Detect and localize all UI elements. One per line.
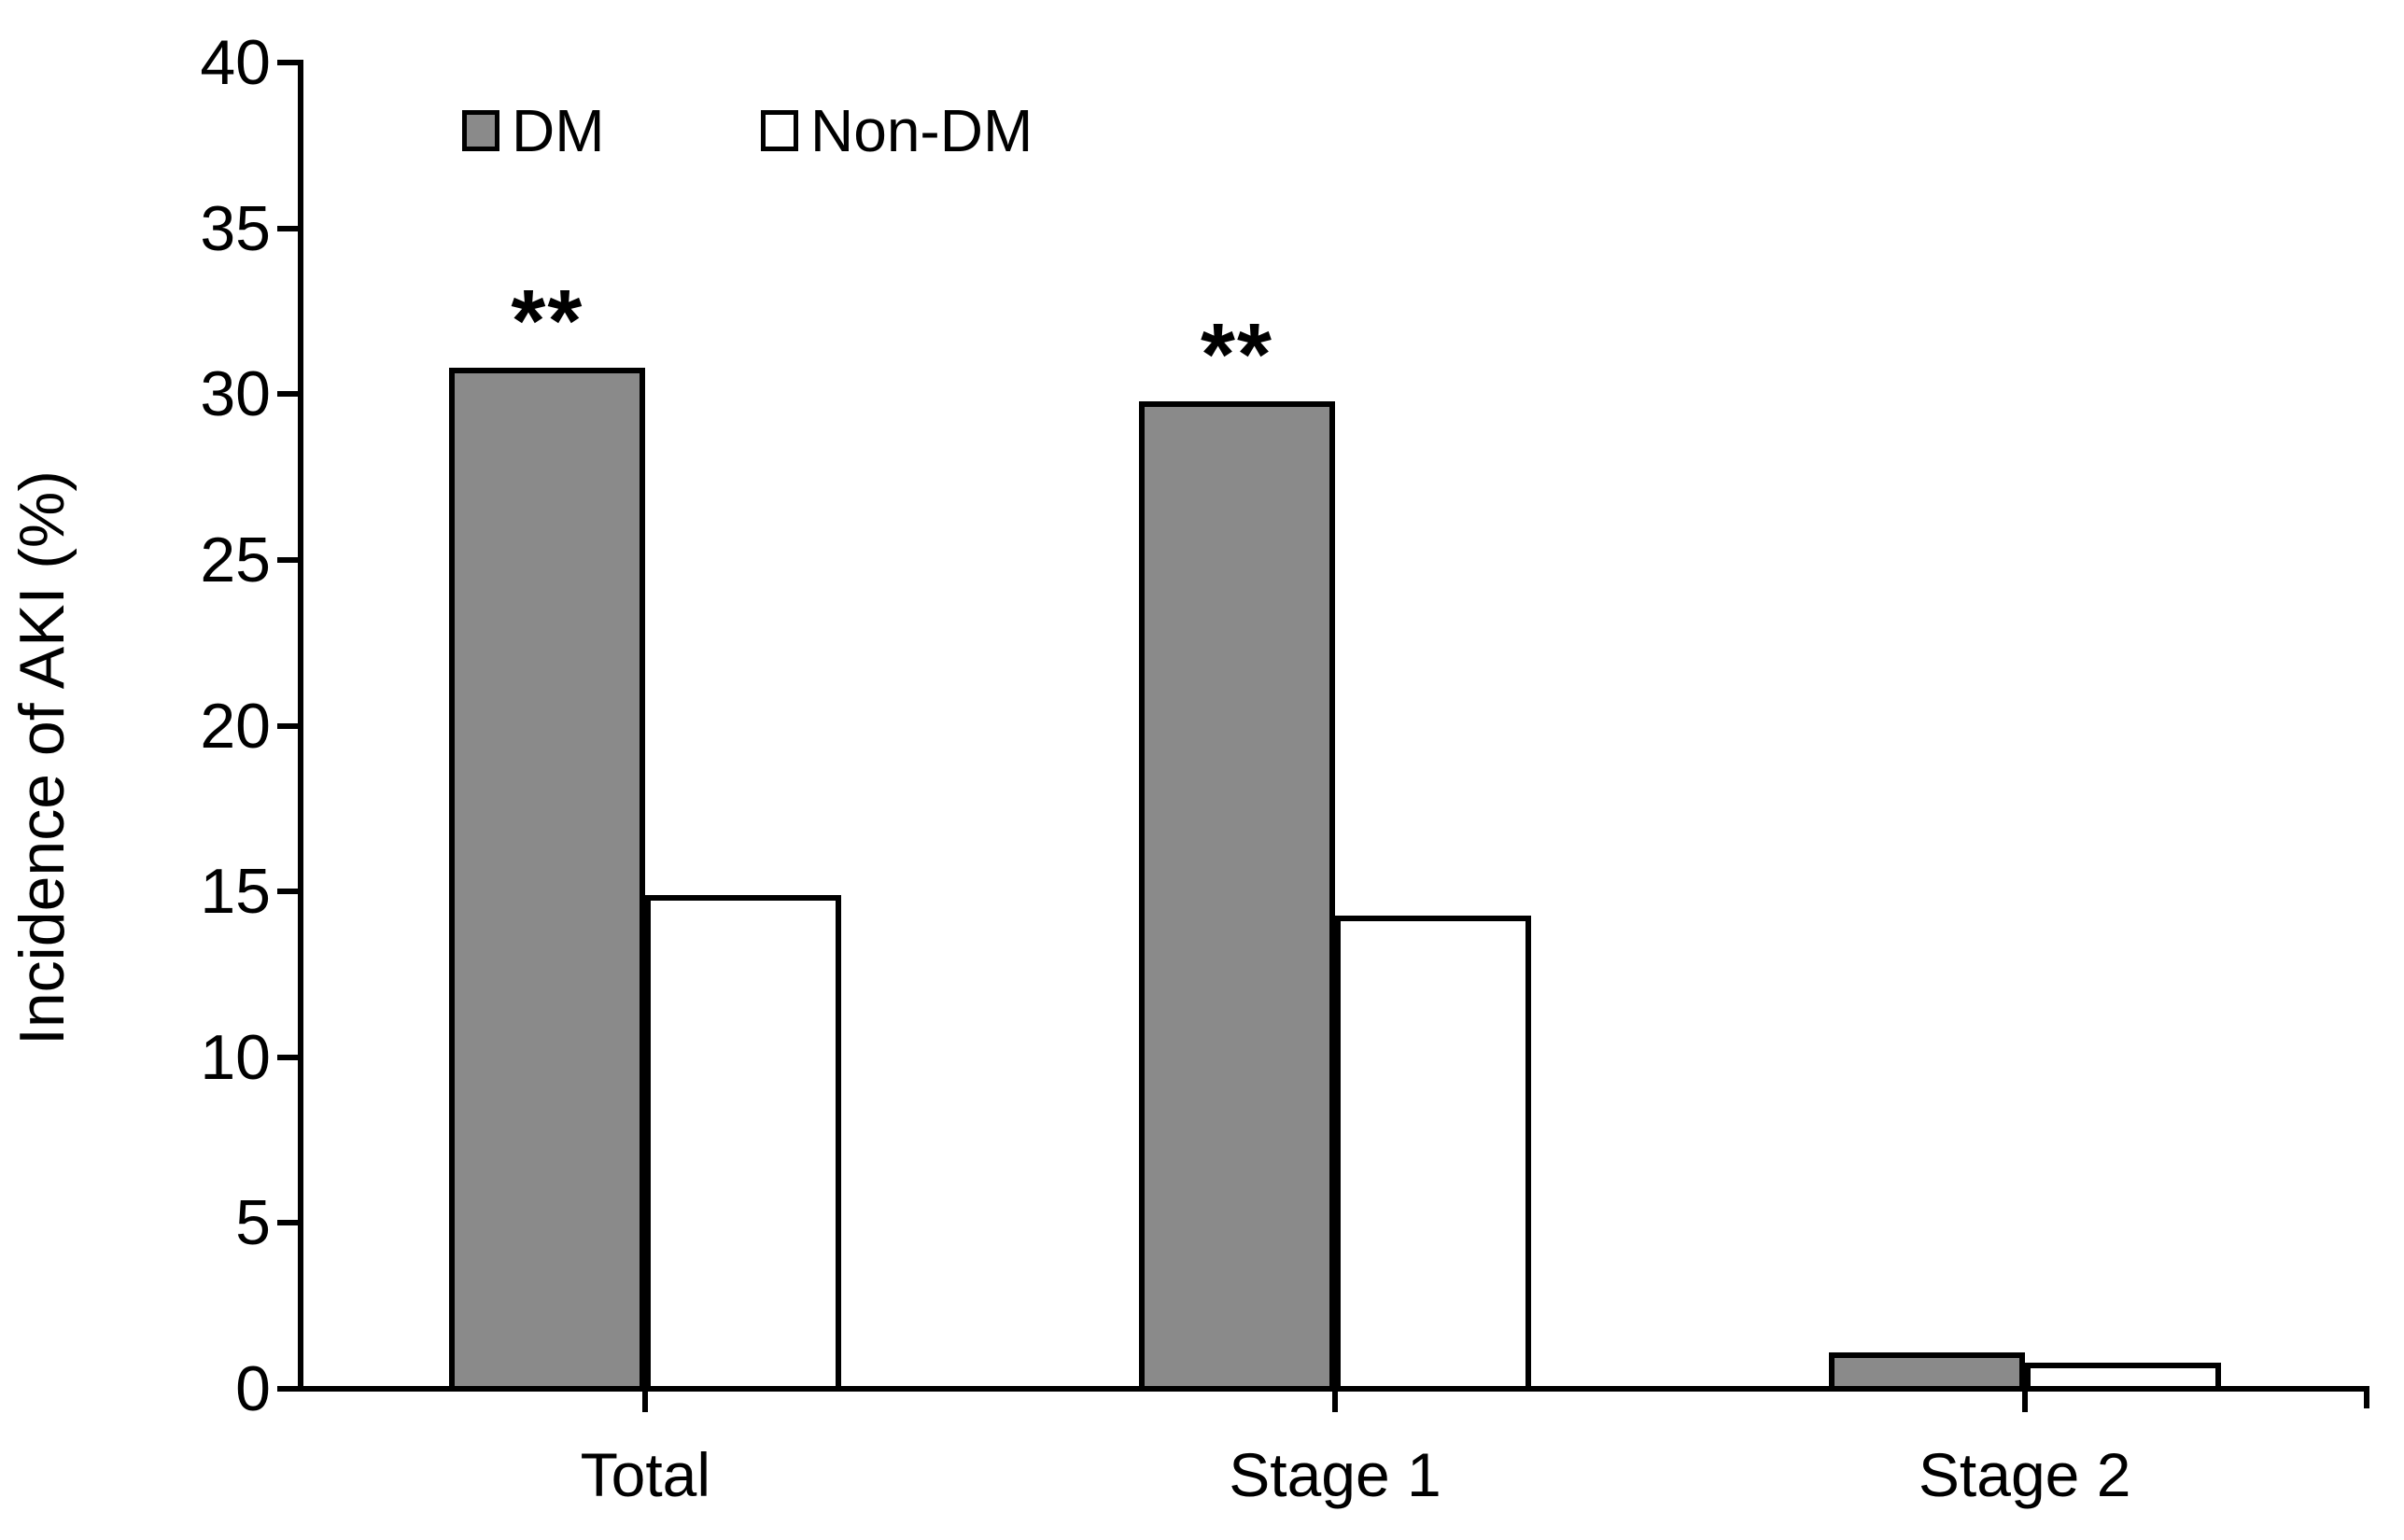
legend-label: DM <box>512 97 605 164</box>
significance-marker: ** <box>1201 304 1273 404</box>
x-category-label: Total <box>580 1440 711 1509</box>
y-tick-label: 0 <box>235 1353 271 1424</box>
bar-dm-stage-2 <box>1828 1352 2025 1386</box>
bar-non-dm-stage-1 <box>1335 915 1531 1386</box>
x-axis-line <box>277 1386 2369 1392</box>
x-category-label: Stage 2 <box>1918 1440 2131 1509</box>
y-tick-label: 5 <box>235 1187 271 1259</box>
x-category-label: Stage 1 <box>1229 1440 1441 1509</box>
x-category-tick <box>2021 1386 2028 1412</box>
significance-marker: ** <box>511 272 584 371</box>
y-tick-label: 25 <box>200 524 271 595</box>
y-axis-title: Incidence of AKI (%) <box>7 469 77 1046</box>
y-axis-line <box>298 60 303 1392</box>
y-tick <box>277 1220 298 1226</box>
y-tick-label: 15 <box>200 856 271 928</box>
bar-dm-total <box>449 368 646 1386</box>
bar-non-dm-total <box>645 895 842 1386</box>
y-tick <box>277 556 298 563</box>
y-tick-label: 30 <box>200 358 271 430</box>
y-tick <box>277 889 298 895</box>
x-category-tick <box>1332 1386 1338 1412</box>
y-tick <box>277 60 298 65</box>
legend-label: Non-DM <box>810 97 1033 164</box>
y-tick <box>277 225 298 231</box>
y-tick-label: 10 <box>200 1021 271 1093</box>
legend-item-non-dm: Non-DM <box>761 101 1033 161</box>
legend-item-dm: DM <box>462 101 605 161</box>
legend-swatch-non-dm <box>761 110 798 151</box>
bar-dm-stage-1 <box>1139 400 1335 1386</box>
x-category-tick <box>642 1386 649 1412</box>
y-tick-label: 20 <box>200 690 271 762</box>
legend-swatch-dm <box>462 110 499 151</box>
x-axis-end-tick <box>2364 1386 2369 1408</box>
y-tick <box>277 391 298 398</box>
y-tick <box>277 1054 298 1060</box>
y-tick-label: 35 <box>200 192 271 264</box>
bar-non-dm-stage-2 <box>2024 1363 2221 1386</box>
y-tick <box>277 722 298 729</box>
y-tick-label: 40 <box>200 27 271 98</box>
